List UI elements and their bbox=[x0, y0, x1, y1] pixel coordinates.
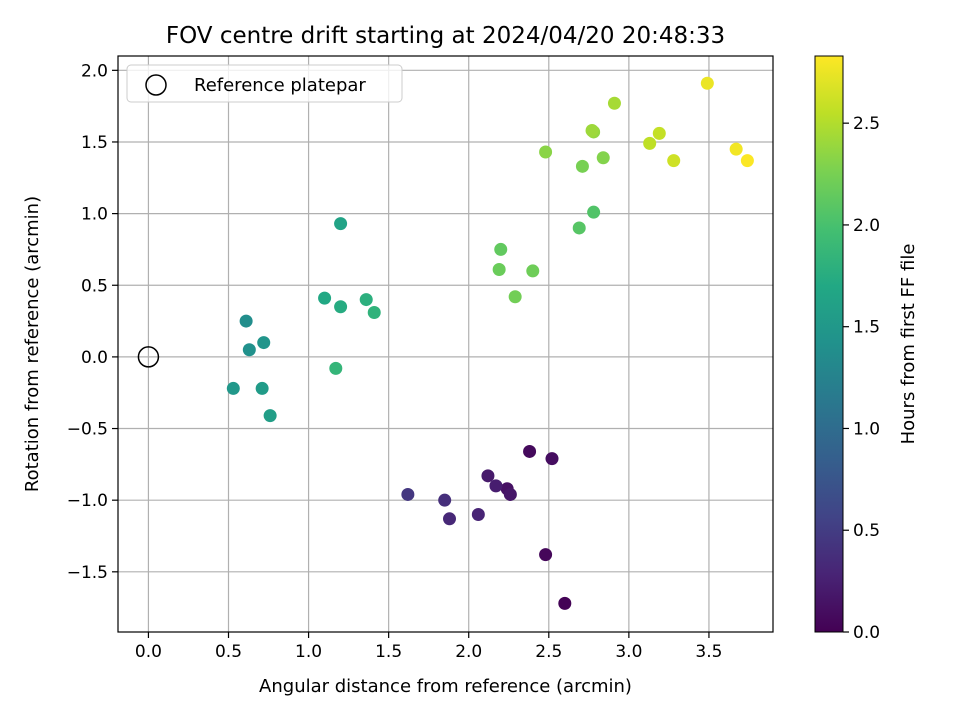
colorbar bbox=[814, 55, 844, 633]
data-point bbox=[539, 548, 553, 562]
data-point bbox=[329, 361, 343, 375]
x-tick-label: 1.0 bbox=[295, 642, 322, 662]
data-point bbox=[508, 290, 522, 304]
data-point bbox=[257, 336, 271, 350]
colorbar-tick-label: 0.0 bbox=[853, 623, 880, 643]
x-tick-label: 0.0 bbox=[135, 642, 162, 662]
colorbar-label: Hours from first FF file bbox=[898, 244, 919, 445]
data-point bbox=[226, 381, 240, 395]
data-point bbox=[652, 126, 666, 140]
data-point bbox=[545, 452, 559, 466]
y-tick-label: −1.5 bbox=[67, 563, 108, 583]
data-point bbox=[558, 596, 572, 610]
legend-reference-label: Reference platepar bbox=[194, 75, 366, 96]
y-axis-ticks: −1.5 −1.0 −0.5 0.0 0.5 1.0 1.5 2.0 bbox=[67, 61, 118, 583]
x-tick-label: 3.0 bbox=[615, 642, 642, 662]
data-point bbox=[643, 136, 657, 150]
plot-frame bbox=[117, 55, 774, 633]
data-point bbox=[443, 512, 457, 526]
colorbar-tick-label: 2.5 bbox=[853, 114, 880, 134]
x-tick-label: 0.5 bbox=[215, 642, 242, 662]
data-point bbox=[585, 124, 599, 138]
data-point bbox=[263, 409, 277, 423]
data-points bbox=[226, 76, 754, 610]
data-point bbox=[492, 262, 506, 276]
colorbar-tick-label: 1.5 bbox=[853, 318, 880, 338]
x-tick-label: 2.0 bbox=[455, 642, 482, 662]
data-point bbox=[523, 444, 537, 458]
y-tick-label: 2.0 bbox=[81, 61, 108, 81]
data-point bbox=[438, 493, 452, 507]
data-point bbox=[471, 508, 485, 522]
data-point bbox=[572, 221, 586, 235]
grid-lines bbox=[118, 56, 773, 632]
x-tick-label: 2.5 bbox=[535, 642, 562, 662]
colorbar-tick-label: 0.5 bbox=[853, 521, 880, 541]
data-point bbox=[729, 142, 743, 156]
x-tick-label: 1.5 bbox=[375, 642, 402, 662]
data-point bbox=[539, 145, 553, 159]
data-point bbox=[740, 154, 754, 168]
data-point bbox=[575, 159, 589, 173]
x-axis-ticks: 0.0 0.5 1.0 1.5 2.0 2.5 3.0 3.5 bbox=[135, 632, 722, 662]
data-point bbox=[334, 217, 348, 231]
colorbar-tick-label: 2.0 bbox=[853, 216, 880, 236]
data-point bbox=[359, 293, 373, 307]
y-tick-label: 1.5 bbox=[81, 133, 108, 153]
y-tick-label: −1.0 bbox=[67, 491, 108, 511]
data-point bbox=[607, 96, 621, 110]
y-axis-label: Rotation from reference (arcmin) bbox=[22, 196, 43, 492]
legend: Reference platepar bbox=[126, 64, 403, 103]
data-point bbox=[318, 291, 332, 305]
data-point bbox=[255, 381, 269, 395]
colorbar-tick-label: 1.0 bbox=[853, 419, 880, 439]
data-point bbox=[489, 479, 503, 493]
y-tick-label: 0.0 bbox=[81, 348, 108, 368]
data-point bbox=[334, 300, 348, 314]
y-tick-label: −0.5 bbox=[67, 420, 108, 440]
legend-reference-marker bbox=[145, 74, 167, 96]
data-point bbox=[526, 264, 540, 278]
data-point bbox=[596, 151, 610, 165]
x-tick-label: 3.5 bbox=[695, 642, 722, 662]
reference-platepar-marker bbox=[137, 346, 160, 368]
data-point bbox=[239, 314, 253, 328]
chart-title: FOV centre drift starting at 2024/04/20 … bbox=[166, 23, 725, 49]
data-point bbox=[503, 487, 517, 501]
data-point bbox=[587, 205, 601, 219]
y-tick-label: 1.0 bbox=[81, 205, 108, 225]
x-axis-label: Angular distance from reference (arcmin) bbox=[259, 676, 632, 697]
data-point bbox=[401, 487, 415, 501]
data-point bbox=[481, 469, 495, 483]
legend-box bbox=[126, 64, 403, 103]
data-point bbox=[700, 76, 714, 90]
y-tick-label: 0.5 bbox=[81, 276, 108, 296]
data-point bbox=[242, 343, 256, 357]
colorbar-ticks: 0.0 0.5 1.0 1.5 2.0 2.5 bbox=[843, 114, 880, 643]
data-point bbox=[494, 242, 508, 256]
data-point bbox=[367, 305, 381, 319]
data-point bbox=[667, 154, 681, 168]
